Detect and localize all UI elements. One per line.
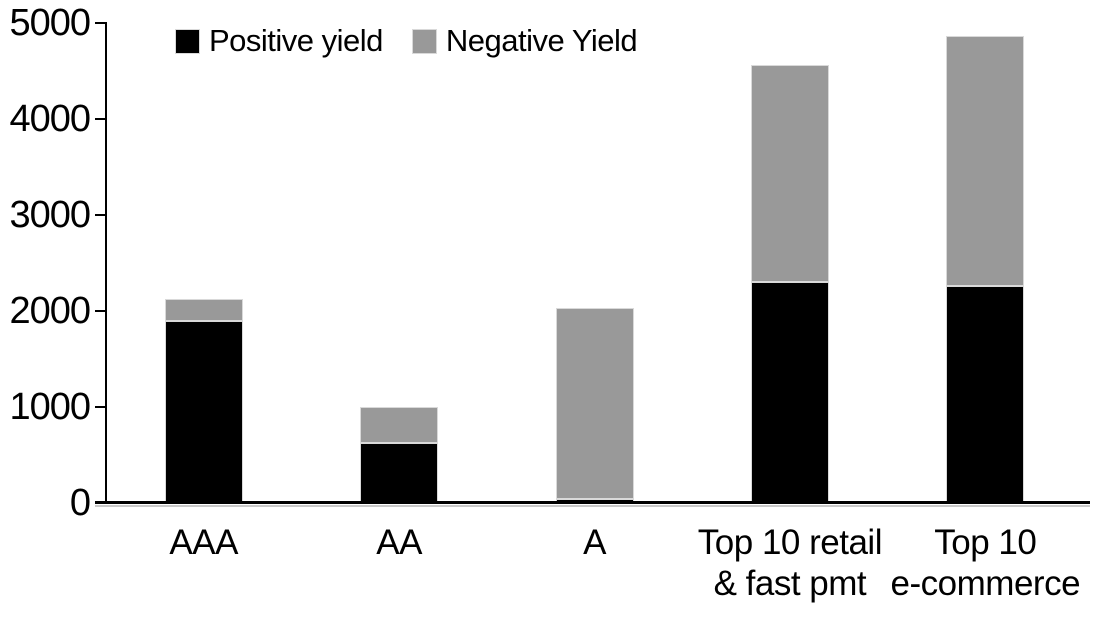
- category-label-a: A: [487, 522, 702, 563]
- bar-segment-top10-retail-fast-pmt-negative-yield: [750, 65, 829, 283]
- bar-segment-a-negative-yield: [555, 307, 634, 499]
- bar-segment-aaa-positive-yield: [164, 320, 243, 503]
- legend-label-positive-yield: Positive yield: [209, 23, 383, 58]
- category-label-line: A: [583, 523, 606, 562]
- category-label-line: AAA: [169, 523, 238, 562]
- y-axis-tick-mark: [95, 22, 106, 24]
- legend-label-negative-yield: Negative Yield: [445, 23, 638, 58]
- y-axis-tick-mark: [95, 214, 106, 216]
- y-axis-tick-mark: [95, 118, 106, 120]
- category-label-line: Top 10: [934, 523, 1037, 562]
- y-axis-tick-mark: [95, 310, 106, 312]
- y-axis-line: [105, 22, 107, 504]
- legend-item-positive-yield: Positive yield: [176, 23, 383, 59]
- category-label-aa: AA: [291, 522, 506, 563]
- category-label-aaa: AAA: [96, 522, 311, 563]
- bar-segment-top10-ecommerce-positive-yield: [946, 286, 1025, 503]
- bar-segment-top10-retail-fast-pmt-positive-yield: [750, 282, 829, 503]
- negative-yield-swatch-icon: [412, 29, 436, 53]
- category-label-line: Top 10 retail: [697, 523, 883, 562]
- category-label-top10-retail-fast-pmt: Top 10 retail & fast pmt: [682, 522, 897, 604]
- y-axis-tick-mark: [95, 406, 106, 408]
- y-axis-tick-label: 4000: [9, 98, 91, 140]
- y-axis-tick-label: 1000: [9, 386, 91, 428]
- chart-legend: Positive yield Negative Yield: [176, 22, 638, 60]
- bar-segment-aa-positive-yield: [360, 442, 439, 503]
- x-axis-shadow: [95, 505, 1090, 507]
- bar-segment-aaa-negative-yield: [164, 299, 243, 321]
- legend-item-negative-yield: Negative Yield: [412, 23, 638, 59]
- y-axis-tick-label: 3000: [9, 194, 91, 236]
- category-label-line: AA: [376, 523, 422, 562]
- y-axis-tick-label: 5000: [9, 2, 91, 44]
- bar-segment-top10-ecommerce-negative-yield: [946, 36, 1025, 287]
- bar-segment-aa-negative-yield: [360, 406, 439, 443]
- category-label-top10-ecommerce: Top 10 e-commerce: [878, 522, 1093, 604]
- y-axis-tick-label: 0: [69, 482, 91, 524]
- positive-yield-swatch-icon: [176, 29, 199, 53]
- category-label-line: e-commerce: [890, 564, 1081, 603]
- category-label-line: & fast pmt: [713, 564, 867, 603]
- x-axis-line: [95, 501, 1090, 504]
- y-axis-tick-label: 2000: [9, 290, 91, 332]
